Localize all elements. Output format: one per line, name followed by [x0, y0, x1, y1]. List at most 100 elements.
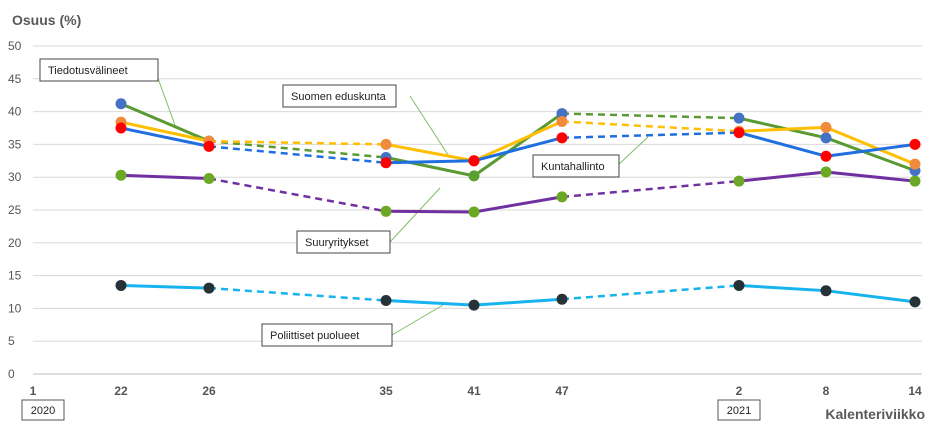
series-segment [119, 102, 211, 143]
series-segment [824, 136, 917, 173]
series-line-2 [119, 126, 917, 165]
data-point [733, 112, 745, 124]
y-tick-label: 40 [8, 105, 22, 119]
year-label-2021-box: 2021 [717, 399, 761, 421]
callout-box [532, 154, 620, 178]
series-segment [737, 131, 828, 158]
data-point [468, 299, 480, 311]
data-point [380, 205, 392, 217]
data-point [820, 150, 832, 162]
callout-label: Tiedotusvälineet [39, 58, 159, 82]
data-point [380, 138, 392, 150]
data-point [115, 279, 127, 291]
series-label: Poliittiset puolueet [270, 330, 359, 342]
series-segment [119, 126, 211, 148]
data-point [203, 173, 215, 185]
year-label-2021: 2021 [727, 405, 751, 417]
x-tick-label: 47 [555, 384, 569, 398]
series-segment [119, 173, 211, 181]
data-point [468, 155, 480, 167]
y-tick-label: 0 [8, 367, 15, 381]
series-segment [119, 120, 211, 143]
y-tick-label: 35 [8, 137, 22, 151]
series-segment [737, 125, 828, 133]
series-segment [384, 156, 476, 178]
data-point [115, 169, 127, 181]
data-point [556, 293, 568, 305]
y-tick-label: 20 [8, 236, 22, 250]
series-line-0 [119, 102, 917, 178]
year-label-2020-box: 2020 [21, 399, 65, 421]
series-segment [737, 170, 828, 183]
y-tick-label: 50 [8, 39, 22, 53]
y-tick-label: 30 [8, 170, 22, 184]
data-point [733, 127, 745, 139]
data-point [909, 175, 921, 187]
series-segment [384, 142, 476, 163]
data-point [733, 175, 745, 187]
series-line-4 [119, 283, 917, 307]
callout-leader-line [616, 136, 649, 167]
series-segment [561, 112, 740, 120]
data-point [556, 191, 568, 203]
year-label-2020: 2020 [31, 405, 55, 417]
y-tick-label: 10 [8, 301, 22, 315]
callout-box [296, 230, 391, 254]
callout-leader-line [391, 304, 444, 336]
callout-box [282, 84, 397, 108]
series-segment [824, 170, 917, 183]
x-tick-label: 26 [202, 384, 216, 398]
callout-box [261, 323, 393, 347]
callout-label: Kuntahallinto [532, 154, 620, 178]
data-point [203, 140, 215, 152]
data-point [468, 170, 480, 182]
series-segment [384, 299, 476, 307]
callout-leader-line [389, 187, 441, 243]
series-segment [472, 297, 564, 307]
series-segment [208, 286, 387, 302]
data-point [380, 295, 392, 307]
series-segment [472, 136, 564, 163]
data-point [733, 279, 745, 291]
series-lines [119, 102, 917, 307]
x-tick-label: 41 [467, 384, 481, 398]
data-point [556, 115, 568, 127]
callout-box [39, 58, 159, 82]
series-segment [824, 142, 917, 158]
y-tick-label: 25 [8, 203, 22, 217]
x-tick-label: 8 [823, 384, 830, 398]
series-label: Suomen eduskunta [291, 91, 387, 103]
x-axis-title: Kalenteriviikko [825, 406, 925, 422]
x-tick-label: 14 [908, 384, 922, 398]
series-segment [208, 145, 387, 165]
y-tick-label: 45 [8, 72, 22, 86]
series-segment [824, 125, 917, 166]
callout-leader-line [409, 95, 451, 159]
callout-leader-lines [154, 69, 649, 336]
series-segment [561, 120, 740, 133]
data-point [203, 282, 215, 294]
data-point [468, 206, 480, 218]
series-line-1 [119, 119, 917, 166]
x-tick-label: 35 [379, 384, 393, 398]
data-point [909, 138, 921, 150]
series-segment [472, 195, 564, 214]
x-tick-label: 1 [30, 384, 37, 398]
series-callouts: Tiedotusvälineet Suomen eduskunta Kuntahal… [39, 58, 620, 347]
series-segment [561, 131, 740, 140]
data-point [820, 132, 832, 144]
series-segment [208, 139, 387, 159]
data-point [820, 166, 832, 178]
series-segment [561, 284, 740, 301]
series-segment [824, 289, 917, 304]
series-segment [208, 139, 387, 146]
data-point [820, 121, 832, 133]
series-segment [384, 159, 476, 165]
series-label: Tiedotusvälineet [48, 65, 128, 77]
series-segment [208, 177, 387, 213]
series-segment [561, 179, 740, 199]
series-segment [384, 209, 476, 214]
y-tick-labels: 0 5 10 15 20 25 30 35 40 45 50 [8, 39, 22, 381]
data-point [115, 122, 127, 134]
y-tick-label: 5 [8, 334, 15, 348]
